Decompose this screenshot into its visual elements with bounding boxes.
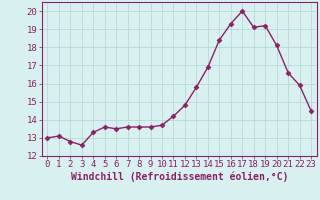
X-axis label: Windchill (Refroidissement éolien,°C): Windchill (Refroidissement éolien,°C) [70, 172, 288, 182]
